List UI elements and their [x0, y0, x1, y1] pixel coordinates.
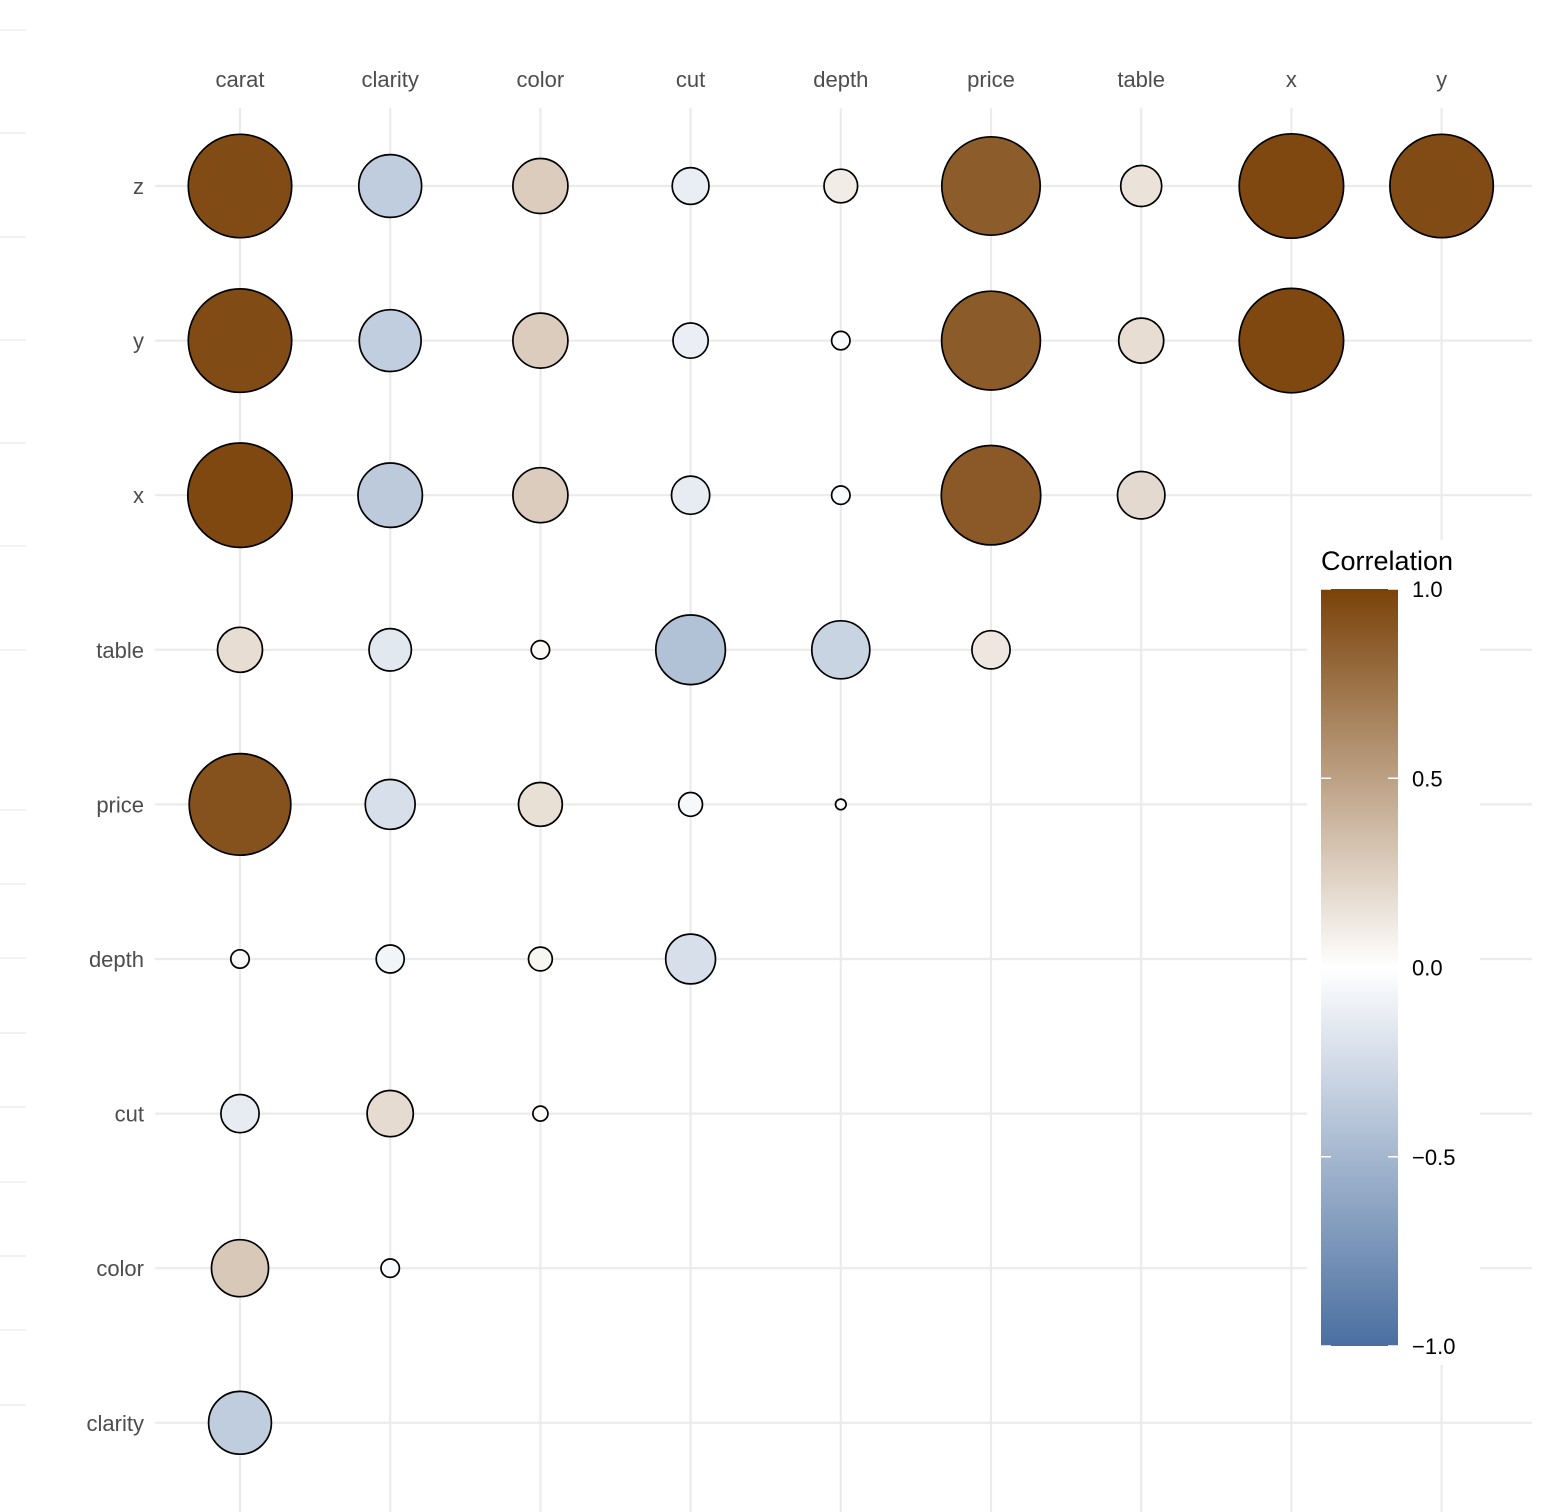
- y-tick-label: x: [133, 483, 144, 508]
- correlation-bubble-cut-carat: [220, 1093, 260, 1134]
- x-tick-label: clarity: [361, 67, 418, 92]
- correlation-bubble-x-clarity: [357, 462, 424, 529]
- correlation-bubble-price-depth: [834, 798, 847, 811]
- legend-tick-label: −0.5: [1412, 1145, 1455, 1170]
- correlation-bubble-depth-cut: [664, 933, 717, 985]
- x-tick-label: cut: [676, 67, 705, 92]
- legend-ticks: 1.0 0.5 0.0 −0.5 −1.0: [1321, 577, 1455, 1359]
- correlation-bubble-z-y: [1389, 133, 1495, 239]
- legend-tick-label: 0.0: [1412, 956, 1443, 981]
- correlation-bubble-color-clarity: [380, 1258, 401, 1279]
- correlation-bubble-x-price: [940, 444, 1042, 546]
- y-tick-label: price: [96, 792, 144, 817]
- correlation-bubble-z-x: [1238, 132, 1345, 240]
- x-tick-label: x: [1286, 67, 1297, 92]
- legend-tick-label: 1.0: [1412, 577, 1443, 602]
- x-tick-label: carat: [216, 67, 265, 92]
- correlation-bubble-table-color: [530, 639, 551, 660]
- correlation-bubble-y-price: [940, 290, 1042, 391]
- correlation-bubble-y-table: [1117, 317, 1165, 364]
- correlation-bubble-table-price: [971, 629, 1011, 670]
- y-tick-label: color: [96, 1256, 144, 1281]
- legend: Correlation 1.0 0.5 0.0 −0.5 −1.0: [1307, 540, 1480, 1365]
- correlation-bubble-y-color: [512, 312, 569, 369]
- correlation-bubble-price-cut: [677, 791, 704, 818]
- correlation-bubble-depth-color: [527, 946, 554, 972]
- left-margin-lines: [0, 29, 26, 1406]
- y-tick-label: y: [133, 329, 144, 354]
- x-tick-label: table: [1117, 67, 1165, 92]
- x-axis-tick-labels: carat clarity color cut depth price table x y: [216, 67, 1448, 92]
- correlation-bubble-cut-color: [532, 1105, 549, 1122]
- y-tick-label: clarity: [87, 1411, 144, 1436]
- correlation-bubble-x-cut: [670, 475, 711, 516]
- legend-colorbar: [1321, 589, 1398, 1346]
- correlation-bubble-clarity-carat: [207, 1390, 273, 1456]
- correlation-bubble-z-table: [1119, 164, 1163, 208]
- y-tick-label: depth: [89, 947, 144, 972]
- x-tick-label: color: [517, 67, 565, 92]
- correlation-bubble-y-cut: [672, 322, 710, 360]
- correlation-bubble-y-depth: [830, 330, 851, 351]
- correlation-bubble-color-carat: [210, 1238, 270, 1298]
- y-tick-label: z: [133, 174, 144, 199]
- correlation-bubble-table-clarity: [368, 627, 413, 672]
- correlation-bubble-x-carat: [186, 442, 294, 549]
- y-tick-label: table: [96, 638, 144, 663]
- correlation-bubble-depth-clarity: [375, 944, 406, 974]
- correlation-bubble-x-color: [512, 466, 569, 524]
- correlation-bubble-y-carat: [187, 288, 293, 394]
- correlation-bubble-price-carat: [188, 752, 292, 857]
- y-tick-label: cut: [115, 1102, 144, 1127]
- correlation-bubble-z-color: [512, 157, 569, 215]
- correlation-bubble-y-clarity: [358, 308, 422, 373]
- x-tick-label: y: [1436, 67, 1447, 92]
- correlation-bubble-table-cut: [654, 614, 727, 686]
- correlation-bubble-price-clarity: [364, 778, 416, 831]
- correlation-bubble-depth-carat: [229, 948, 251, 970]
- correlation-bubble-x-table: [1116, 470, 1166, 520]
- correlation-bubbles: [186, 132, 1495, 1456]
- correlation-bubble-z-carat: [187, 133, 293, 239]
- legend-tick-label: 0.5: [1412, 766, 1443, 791]
- correlation-bubble-cut-clarity: [366, 1089, 415, 1138]
- legend-title: Correlation: [1321, 546, 1453, 576]
- correlation-bubble-z-price: [940, 135, 1042, 237]
- correlation-bubble-price-color: [517, 781, 564, 828]
- correlation-bubble-table-carat: [216, 626, 264, 674]
- x-tick-label: price: [967, 67, 1015, 92]
- y-axis-tick-labels: clarity color cut depth price table x y z: [87, 174, 144, 1436]
- correlation-bubble-z-depth: [823, 168, 859, 204]
- correlation-bubble-z-cut: [671, 166, 710, 206]
- legend-tick-label: −1.0: [1412, 1334, 1455, 1359]
- x-tick-label: depth: [813, 67, 868, 92]
- correlation-bubble-z-clarity: [357, 153, 423, 219]
- correlation-bubble-table-depth: [810, 619, 871, 680]
- correlation-bubble-x-depth: [830, 485, 851, 506]
- correlation-bubble-y-x: [1238, 287, 1345, 394]
